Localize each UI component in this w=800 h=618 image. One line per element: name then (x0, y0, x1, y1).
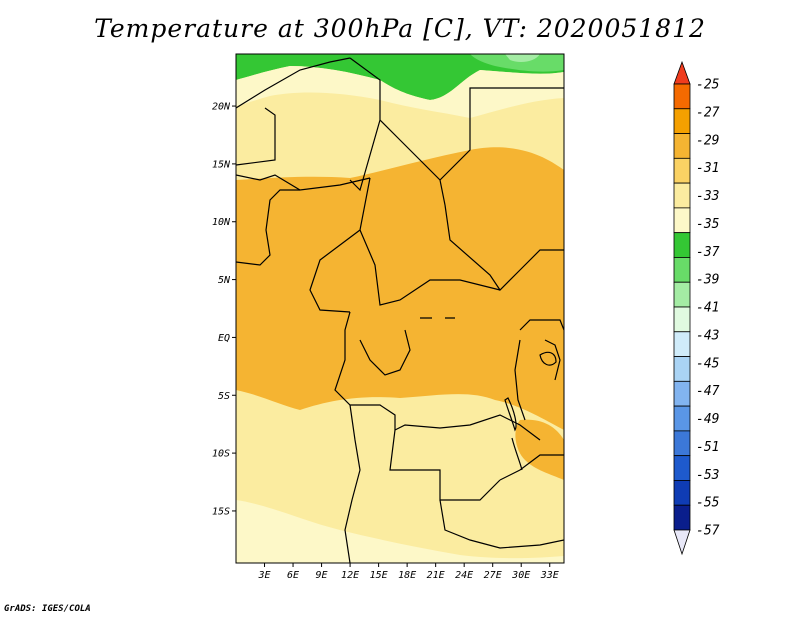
colorbar-segment (673, 232, 691, 258)
colorbar-label: -31 (696, 161, 719, 176)
colorbar-label: -55 (696, 496, 720, 511)
lat-tick-label: 20N (212, 102, 231, 113)
lon-tick-label: 33E (540, 570, 559, 581)
lon-tick-label: 15E (370, 570, 388, 581)
colorbar-segment (673, 306, 691, 333)
colorbar-label: -51 (696, 440, 719, 455)
lat-tick-label: 10S (212, 449, 230, 460)
lat-tick-label: 15N (212, 159, 231, 170)
colorbar-label: -33 (696, 189, 719, 204)
colorbar-segment (673, 455, 691, 481)
lon-tick-label: 9E (316, 570, 328, 581)
lon-tick-label: 30E (511, 570, 530, 581)
colorbar-label: -35 (696, 217, 720, 232)
colorbar-segment (673, 281, 691, 308)
colorbar-label: -49 (696, 412, 719, 427)
colorbar-segment (673, 207, 691, 234)
lat-tick-label: 5S (218, 391, 230, 402)
lakes (420, 317, 557, 471)
colorbar-label: -47 (696, 384, 720, 399)
lon-tick-label: 18E (398, 570, 416, 581)
colorbar-segment (673, 257, 691, 283)
lon-tick-label: 12E (341, 570, 359, 581)
colorbar-label: -37 (696, 245, 720, 260)
lon-tick-label: 27E (484, 570, 502, 581)
colorbar-label: -39 (696, 273, 719, 288)
colorbar-segment (673, 504, 691, 531)
colorbar-segment (673, 430, 691, 457)
map-title: Temperature at 300hPa [C], VT: 202005181… (94, 14, 706, 43)
lat-tick-label: EQ (218, 333, 230, 344)
cold-region-northeast (470, 54, 564, 72)
temperature-field (236, 54, 564, 563)
cool-band-south (236, 500, 564, 563)
colorbar-segment (673, 480, 691, 506)
longitude-axis: 3E 6E 9E 12E 15E 18E 21E 24E 27E 30E 33E (257, 563, 559, 581)
colorbar-label: -29 (696, 133, 719, 148)
lon-tick-label: 6E (287, 570, 299, 581)
colorbar: -25 -27 -29 -31 -33 -35 -37 -39 -41 -43 -45 -47 -49 -… (673, 60, 720, 556)
lon-tick-label: 24E (455, 570, 473, 581)
colorbar-label: -25 (696, 78, 720, 93)
lat-tick-label: 5N (218, 275, 231, 286)
colorbar-segment (673, 331, 691, 357)
lat-tick-label: 10N (212, 217, 231, 228)
colorbar-segment (673, 133, 691, 159)
colorbar-label: -27 (696, 105, 720, 120)
warm-region (236, 147, 564, 430)
credit-text: GrADS: IGES/COLA (4, 604, 91, 614)
colorbar-segment (673, 182, 691, 209)
country-borders (236, 57, 564, 563)
colorbar-top-arrow (673, 60, 691, 85)
colorbar-segment (673, 108, 691, 134)
colorbar-label: -43 (696, 328, 719, 343)
warm-patch-east (515, 419, 564, 480)
cool-band-north (236, 66, 564, 118)
colorbar-segment (673, 380, 691, 407)
colorbar-segment (673, 356, 691, 382)
lon-tick-label: 21E (427, 570, 445, 581)
lat-tick-label: 15S (212, 506, 230, 517)
colorbar-segment (673, 157, 691, 184)
colorbar-bottom-arrow (673, 529, 691, 556)
colorbar-label: -41 (696, 301, 719, 316)
colorbar-segment (673, 405, 691, 432)
cold-region-northeast-inner (505, 54, 540, 62)
colorbar-label: -45 (696, 356, 720, 371)
lon-tick-label: 3E (257, 570, 270, 581)
colorbar-label: -57 (696, 524, 720, 539)
colorbar-label: -53 (696, 468, 719, 483)
colorbar-segment (673, 83, 691, 110)
latitude-axis: 20N 15N 10N 5N EQ 5S 10S 15S (212, 102, 236, 517)
map-frame (235, 53, 565, 564)
